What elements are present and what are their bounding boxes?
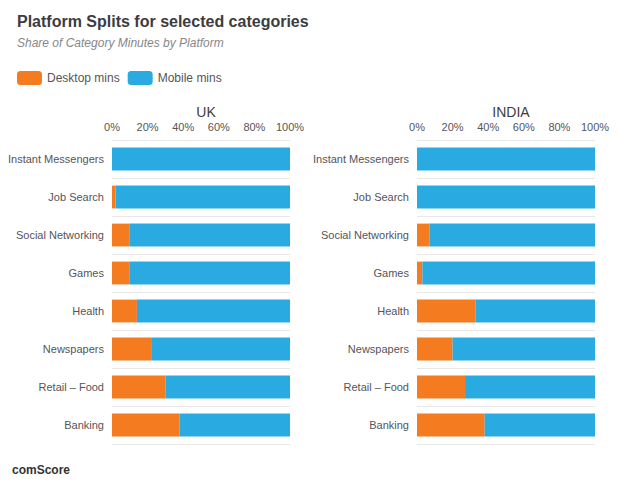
svg-text:60%: 60% [513, 121, 535, 133]
svg-text:Retail – Food: Retail – Food [39, 381, 104, 393]
svg-text:20%: 20% [442, 121, 464, 133]
svg-text:Social Networking: Social Networking [321, 229, 409, 241]
svg-text:40%: 40% [172, 121, 194, 133]
svg-text:comScore: comScore [12, 463, 70, 477]
svg-text:Social Networking: Social Networking [16, 229, 104, 241]
svg-text:Newspapers: Newspapers [43, 343, 105, 355]
svg-text:Mobile mins: Mobile mins [158, 71, 222, 85]
svg-text:Instant Messengers: Instant Messengers [313, 153, 409, 165]
svg-text:0%: 0% [104, 121, 120, 133]
svg-text:20%: 20% [137, 121, 159, 133]
svg-text:100%: 100% [581, 121, 609, 133]
svg-text:Games: Games [69, 267, 105, 279]
svg-text:Banking: Banking [64, 419, 104, 431]
svg-text:Retail – Food: Retail – Food [344, 381, 409, 393]
svg-text:80%: 80% [243, 121, 265, 133]
svg-text:Instant Messengers: Instant Messengers [8, 153, 104, 165]
svg-text:60%: 60% [208, 121, 230, 133]
svg-text:Games: Games [374, 267, 410, 279]
svg-text:Job Search: Job Search [48, 191, 104, 203]
svg-text:UK: UK [196, 104, 216, 120]
svg-text:Desktop mins: Desktop mins [47, 71, 120, 85]
svg-text:Newspapers: Newspapers [348, 343, 410, 355]
svg-text:Share of Category Minutes by P: Share of Category Minutes by Platform [17, 36, 224, 50]
svg-text:100%: 100% [276, 121, 304, 133]
svg-text:Health: Health [377, 305, 409, 317]
svg-text:0%: 0% [409, 121, 425, 133]
svg-text:Health: Health [72, 305, 104, 317]
svg-text:80%: 80% [548, 121, 570, 133]
svg-text:INDIA: INDIA [492, 104, 530, 120]
svg-text:Platform Splits for selected c: Platform Splits for selected categories [17, 13, 309, 30]
svg-text:40%: 40% [477, 121, 499, 133]
svg-text:Banking: Banking [369, 419, 409, 431]
svg-text:Job Search: Job Search [353, 191, 409, 203]
